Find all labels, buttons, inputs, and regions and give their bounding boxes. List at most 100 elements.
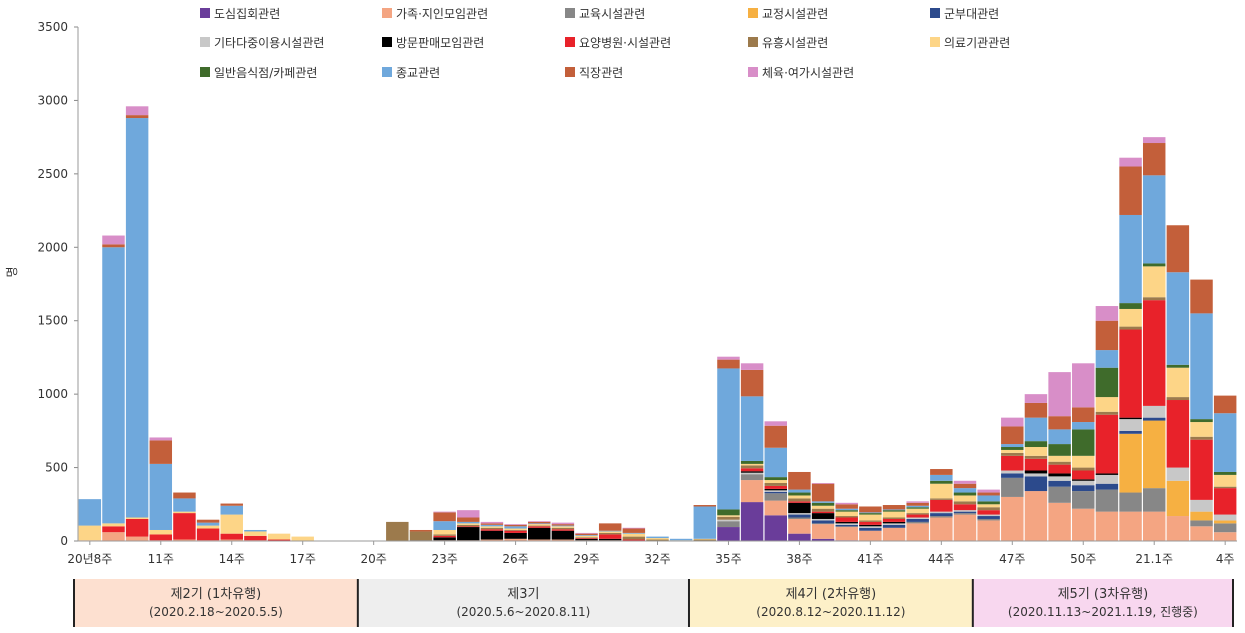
bar-segment-종교관련 [1166, 272, 1190, 365]
bar-segment-교육시설관련 [1213, 523, 1237, 533]
bar-segment-유흥시설관련 [764, 482, 788, 486]
bar-segment-종교관련 [811, 501, 835, 503]
bar-segment-일반음식점/카페관련 [1142, 263, 1166, 267]
bar-segment-종교관련 [1001, 444, 1024, 448]
bar-segment-의료기관관련 [1119, 308, 1142, 327]
bar-segment-유흥시설관련 [1213, 486, 1237, 489]
bar-segment-종교관련 [598, 530, 622, 532]
bar-segment-가족·지인모임관련 [788, 518, 811, 534]
bar-segment-유흥시설관련 [527, 525, 551, 527]
bar-segment-체육·여가시설관련 [1001, 417, 1024, 427]
bar-segment-직장관련 [622, 528, 646, 533]
bar-segment-의료기관관련 [764, 480, 788, 483]
bar-segment-종교관련 [551, 525, 575, 527]
bar-segment-방문판매모임관련 [1095, 473, 1119, 475]
period-title: 제5기 (3차유행) [1058, 586, 1149, 602]
bar-segment-의료기관관련 [1072, 455, 1095, 468]
bar-segment-요양병원·시설관련 [1190, 439, 1213, 500]
bar-segment-기타다중이용시설관련 [1024, 473, 1048, 477]
bar-segment-방문판매모임관련 [859, 524, 882, 527]
bar-segment-일반음식점/카페관련 [1048, 444, 1071, 456]
bar-segment-의료기관관련 [1095, 397, 1119, 412]
bar-segment-유흥시설관련 [504, 529, 527, 531]
bar-segment-요양병원·시설관련 [882, 518, 906, 522]
bar-segment-가족·지인모임관련 [504, 538, 527, 541]
bar-segment-직장관련 [977, 492, 1000, 496]
bar-segment-가족·지인모임관련 [1072, 508, 1095, 541]
bar-segment-군부대관련 [953, 511, 977, 514]
bar-segment-직장관련 [504, 524, 527, 527]
bar-segment-요양병원·시설관련 [1119, 329, 1142, 418]
bar-segment-체육·여가시설관련 [1142, 137, 1166, 144]
bar-segment-직장관련 [1166, 225, 1190, 273]
bar-segment-종교관련 [669, 538, 693, 541]
bar-segment-방문판매모임관련 [788, 502, 811, 514]
bar-segment-종교관련 [457, 521, 480, 524]
bar-segment-의료기관관련 [930, 483, 953, 499]
bar-segment-종교관련 [906, 505, 929, 508]
legend-swatch [748, 67, 758, 77]
bar-segment-군부대관련 [930, 513, 953, 517]
bar-segment-의료기관관련 [859, 514, 882, 521]
bar-segment-군부대관련 [788, 514, 811, 518]
x-tick-label: 50주 [1070, 552, 1096, 566]
bar-segment-의료기관관련 [622, 533, 646, 537]
x-tick-label: 20주 [361, 552, 387, 566]
bar-segment-기타다중이용시설관련 [1001, 470, 1024, 474]
legend-label: 체육·여가시설관련 [762, 66, 854, 80]
legend-swatch [748, 8, 758, 18]
bar-segment-종교관련 [859, 512, 882, 514]
legend-swatch [200, 67, 210, 77]
bar-segment-직장관련 [1024, 402, 1048, 418]
bar-segment-요양병원·시설관련 [1048, 464, 1071, 474]
bar-segment-기타다중이용시설관련 [930, 511, 953, 514]
bar-segment-기타다중이용시설관련 [717, 519, 740, 522]
bar-segment-방문판매모임관련 [457, 527, 480, 541]
bar-segment-요양병원·시설관련 [504, 530, 527, 533]
x-tick-label: 32주 [644, 552, 670, 566]
bar-segment-군부대관련 [1072, 485, 1095, 492]
bar-segment-종교관련 [149, 463, 173, 530]
bar-segment-요양병원·시설관련 [102, 526, 125, 533]
bar-segment-가족·지인모임관련 [1142, 511, 1166, 541]
y-tick-label: 2000 [37, 240, 68, 254]
bar-segment-일반음식점/카페관련 [1166, 364, 1190, 368]
bar-segment-방문판매모임관련 [740, 471, 764, 473]
bar-segment-직장관련 [1142, 143, 1166, 176]
bar-segment-요양병원·시설관련 [220, 533, 243, 540]
bar-segment-의료기관관련 [244, 531, 267, 536]
period-title: 제3기 [507, 587, 539, 602]
bar-segment-가족·지인모임관련 [764, 500, 788, 516]
bar-segment-유흥시설관련 [457, 524, 480, 527]
bar-segment-도심집회관련 [788, 533, 811, 541]
x-tick-label: 14주 [219, 552, 245, 566]
legend-label: 군부대관련 [944, 7, 999, 21]
bar-segment-군부대관련 [1024, 476, 1048, 492]
bar-segment-요양병원·시설관련 [149, 534, 173, 541]
bar-segment-가족·지인모임관련 [1166, 516, 1190, 541]
bar-segment-의료기관관련 [1001, 449, 1024, 453]
legend-label: 요양병원·시설관련 [579, 36, 671, 50]
bar-segment-종교관련 [1142, 175, 1166, 264]
bar-segment-유흥시설관련 [1119, 326, 1142, 330]
bar-segment-유흥시설관련 [409, 531, 433, 541]
legend-label: 방문판매모임관련 [396, 36, 484, 50]
bar-segment-가족·지인모임관련 [740, 480, 764, 503]
bar-segment-일반음식점/카페관련 [882, 510, 906, 512]
y-tick-label: 2500 [37, 167, 68, 181]
legend-swatch [200, 37, 210, 47]
bar-segment-체육·여가시설관련 [149, 437, 173, 441]
bar-segment-교육시설관련 [1001, 477, 1024, 497]
bar-segment-기타다중이용시설관련 [1095, 474, 1119, 484]
bar-segment-종교관련 [196, 522, 220, 526]
bar-segment-종교관련 [102, 247, 125, 524]
bar-segment-직장관련 [835, 504, 858, 509]
x-tick-label: 23주 [431, 552, 457, 566]
bar-segment-유흥시설관련 [953, 501, 977, 505]
bar-segment-유흥시설관련 [386, 521, 409, 541]
bar-segment-종교관련 [740, 396, 764, 461]
bar-segment-체육·여가시설관련 [717, 356, 740, 360]
bar-segment-의료기관관련 [196, 525, 220, 529]
bar-segment-교정시설관련 [1213, 520, 1237, 524]
